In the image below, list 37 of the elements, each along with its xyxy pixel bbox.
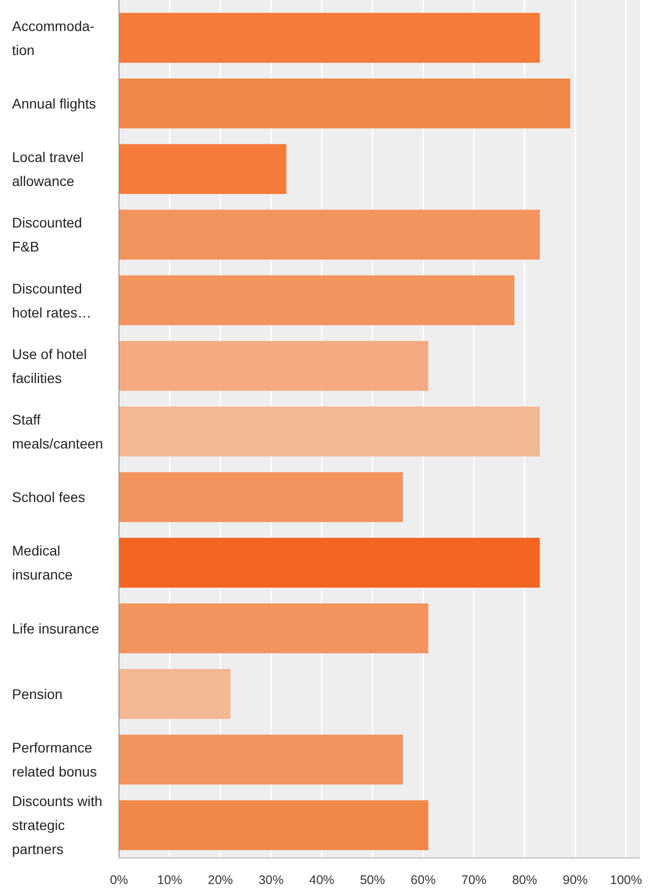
y-tick-label: Performance related bonus — [12, 740, 97, 780]
y-tick-label: Annual flights — [12, 95, 96, 112]
bar — [119, 144, 286, 194]
x-tick-label: 30% — [258, 873, 284, 887]
bar — [119, 800, 428, 850]
y-tick-label: Pension — [12, 686, 63, 702]
bar — [119, 340, 428, 391]
x-tick-label: 100% — [610, 873, 642, 887]
x-tick-label: 80% — [512, 873, 538, 887]
x-tick-label: 90% — [562, 873, 588, 887]
y-tick-label: Use of hotel facilities — [12, 346, 87, 386]
x-tick-label: 40% — [309, 873, 334, 887]
y-tick-label: Life insurance — [12, 620, 100, 636]
y-tick-label: Local travel allowance — [12, 149, 84, 190]
x-tick-label: 0% — [110, 873, 128, 887]
y-tick-label: Discounted hotel rates… — [12, 280, 92, 320]
bar — [119, 210, 540, 260]
bar — [119, 734, 403, 785]
x-tick-label: 50% — [360, 873, 386, 887]
bar — [119, 472, 403, 522]
y-tick-label: Staff meals/canteen — [12, 412, 104, 452]
bar — [119, 538, 540, 588]
y-tick-label: Discounted F&B — [12, 214, 82, 255]
x-tick-label: 60% — [410, 873, 436, 887]
x-tick-label: 70% — [461, 873, 486, 887]
y-tick-label: Accommoda- tion — [12, 18, 95, 58]
y-tick-label: Medical insurance — [12, 542, 73, 583]
bar — [119, 12, 540, 63]
bar — [119, 406, 540, 456]
y-tick-label: School fees — [12, 489, 86, 506]
bar — [119, 78, 570, 128]
bar — [119, 669, 231, 719]
bar — [119, 275, 514, 326]
y-tick-label: Discounts with strategic partners — [12, 793, 102, 858]
x-tick-label: 20% — [208, 873, 233, 887]
x-tick-label: 10% — [157, 873, 182, 887]
bar — [119, 603, 428, 654]
